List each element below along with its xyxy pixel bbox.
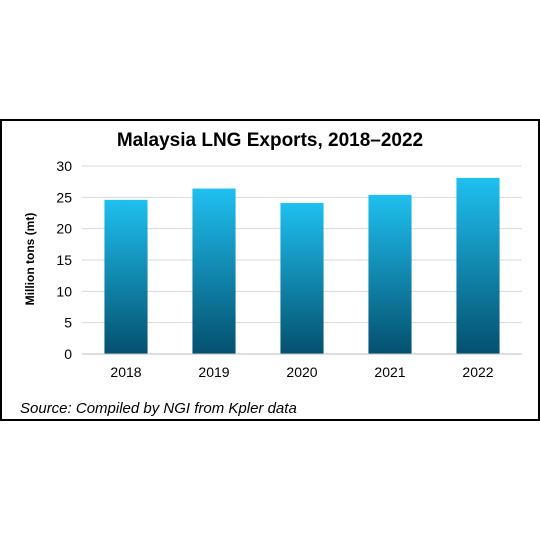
bars <box>104 177 500 354</box>
source-note: Source: Compiled by NGI from Kpler data <box>20 400 297 417</box>
bar-2019 <box>192 188 236 354</box>
y-tick-label: 20 <box>56 221 72 237</box>
bar-chart: Malaysia LNG Exports, 2018–2022 0 5 10 15 20… <box>20 130 522 417</box>
y-tick-label: 0 <box>64 346 72 362</box>
y-tick-label: 25 <box>56 189 72 205</box>
x-axis-ticks: 2018 2019 2020 2021 2022 <box>110 364 493 380</box>
y-axis-label: Million tons (mt) <box>23 213 37 306</box>
chart-frame: Malaysia LNG Exports, 2018–2022 0 5 10 15 20… <box>0 119 540 421</box>
bar-2018 <box>104 199 148 354</box>
y-tick-label: 30 <box>56 158 72 174</box>
x-tick-label: 2022 <box>462 364 493 380</box>
x-tick-label: 2018 <box>110 364 141 380</box>
bar-2021 <box>368 194 412 354</box>
x-tick-label: 2021 <box>374 364 405 380</box>
x-tick-label: 2020 <box>286 364 317 380</box>
bar-2020 <box>280 202 324 354</box>
y-axis-ticks: 0 5 10 15 20 25 30 <box>56 158 72 362</box>
x-tick-label: 2019 <box>198 364 229 380</box>
chart-title: Malaysia LNG Exports, 2018–2022 <box>117 130 423 151</box>
y-tick-label: 10 <box>56 283 72 299</box>
y-tick-label: 5 <box>64 315 72 331</box>
bar-2022 <box>456 177 500 354</box>
y-tick-label: 15 <box>56 252 72 268</box>
